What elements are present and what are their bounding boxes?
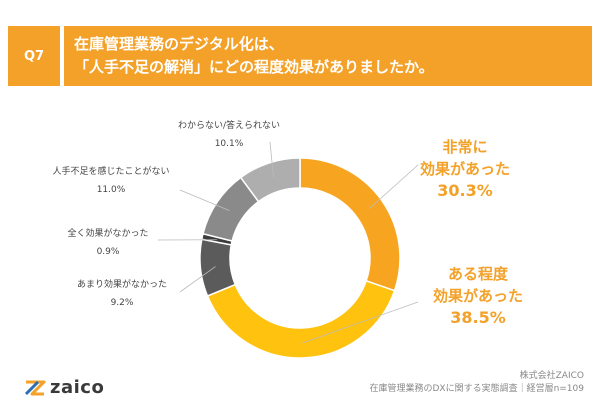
question-title-bar: 在庫管理業務のデジタル化は、 「人手不足の解消」にどの程度効果がありましたか。: [64, 26, 592, 86]
slice-category-label: 非常に: [442, 138, 487, 156]
slice-value-label: 0.9%: [97, 247, 120, 257]
slice-value-label: 9.2%: [111, 298, 134, 308]
question-number: Q7: [23, 48, 45, 64]
donut-slice: [299, 157, 401, 292]
leader-line: [179, 189, 230, 212]
zaico-logo-icon: [24, 380, 46, 395]
slice-category-label: ある程度: [448, 265, 509, 283]
slice-category-label: 効果があった: [433, 287, 523, 305]
logo-text: zaico: [50, 377, 105, 398]
question-title-line-1: 在庫管理業務のデジタル化は、: [74, 35, 284, 53]
donut-slice: [199, 238, 237, 297]
zaico-logo: zaico: [24, 377, 104, 398]
slice-value-label: 38.5%: [450, 308, 506, 327]
slice-category-label: あまり効果がなかった: [77, 278, 167, 290]
question-badge: Q7: [8, 26, 60, 86]
slice-category-label: 人手不足を感じたことがない: [52, 165, 169, 177]
leader-line: [269, 141, 274, 178]
leader-line: [368, 164, 419, 209]
leader-line: [179, 266, 216, 293]
slice-category-label: 全く効果がなかった: [67, 227, 148, 239]
donut-slice: [206, 279, 396, 359]
footer-survey-note: 在庫管理業務のDXに関する実態調査｜経営層n=109: [369, 384, 584, 394]
slice-category-label: 効果があった: [420, 160, 510, 178]
footer-source: 株式会社ZAICO 在庫管理業務のDXに関する実態調査｜経営層n=109: [369, 370, 584, 396]
question-title-line-2: 「人手不足の解消」にどの程度効果がありましたか。: [74, 58, 434, 76]
donut-slice: [239, 157, 301, 203]
footer-company: 株式会社ZAICO: [519, 371, 584, 381]
slice-value-label: 10.1%: [215, 139, 244, 149]
leader-line: [302, 301, 419, 344]
slice-category-label: わからない/答えられない: [178, 119, 280, 131]
slice-value-label: 11.0%: [97, 185, 126, 195]
slice-value-label: 30.3%: [437, 181, 493, 200]
